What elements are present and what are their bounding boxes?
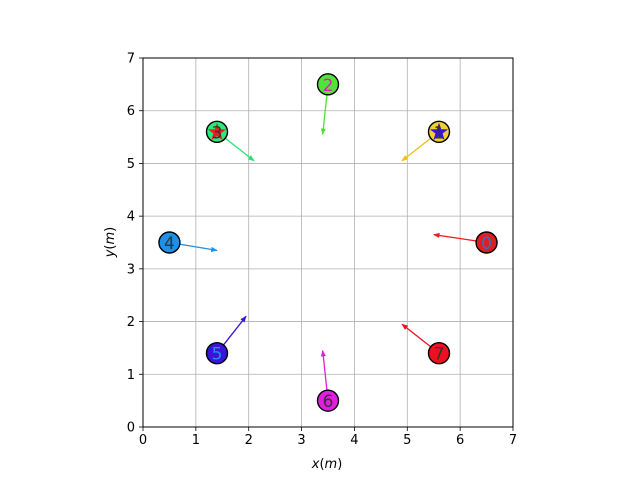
grid	[142, 57, 514, 428]
agent-goal-star-1	[429, 122, 449, 140]
agent-label-5: 5	[212, 345, 223, 365]
agent-label-7: 7	[434, 345, 445, 365]
y-tick-label: 5	[127, 157, 135, 172]
y-axis-unit-close: )	[103, 227, 118, 232]
x-tick-label: 5	[403, 433, 411, 448]
y-tick-label: 3	[127, 262, 135, 277]
x-tick-label: 0	[139, 433, 147, 448]
agents: 0 1 2 3 4 5 6 7	[158, 73, 498, 412]
y-tick-label: 4	[127, 210, 135, 225]
x-axis-unit-close: )	[337, 457, 342, 472]
agent-marker-7	[427, 342, 451, 365]
x-tick-label: 2	[245, 433, 253, 448]
agent-6: 6	[316, 389, 340, 412]
x-axis-unit-open: (	[319, 457, 324, 472]
agent-label-3: 3	[212, 123, 223, 143]
agent-marker-5	[205, 342, 229, 365]
agent-3: 3	[205, 120, 229, 143]
plot-frame	[142, 57, 514, 428]
agent-label-4: 4	[164, 234, 175, 254]
agent-4: 4	[158, 231, 181, 254]
y-axis-unit: m	[103, 232, 118, 245]
agent-label-6: 6	[323, 392, 334, 412]
agent-marker-2	[316, 73, 340, 96]
x-axis-var: x	[311, 457, 320, 472]
agent-marker-6	[316, 389, 340, 412]
agent-5: 5	[205, 342, 229, 365]
x-tick-label: 1	[192, 433, 200, 448]
y-tick-label: 7	[127, 52, 135, 67]
agent-marker-0	[475, 231, 498, 254]
y-axis-unit-open: (	[103, 244, 118, 249]
agent-7: 7	[427, 342, 451, 365]
x-axis-unit: m	[325, 457, 338, 472]
agent-2: 2	[316, 73, 340, 96]
y-axis-label: y(m)	[103, 227, 118, 259]
x-tick-label: 4	[350, 433, 358, 448]
x-tick-label: 3	[297, 433, 305, 448]
agent-marker-4	[158, 231, 181, 254]
x-tick-label: 6	[456, 433, 464, 448]
x-axis-label: x(m)	[311, 457, 343, 472]
agent-label-0: 0	[481, 234, 492, 254]
axis-ticks: 0 1 2 3 4 5 6 7 0 1 2 3 4 5 6 7	[127, 52, 517, 449]
y-tick-label: 6	[127, 104, 135, 119]
agent-goal-star-3	[207, 122, 227, 140]
agent-0: 0	[475, 231, 498, 254]
y-tick-label: 0	[127, 421, 135, 436]
agent-label-1: 1	[434, 123, 445, 143]
agent-1: 1	[427, 120, 451, 143]
agent-label-2: 2	[323, 76, 334, 96]
y-axis-var: y	[103, 249, 118, 258]
y-tick-label: 2	[127, 315, 135, 330]
y-tick-label: 1	[127, 368, 135, 383]
x-tick-label: 7	[509, 433, 517, 448]
